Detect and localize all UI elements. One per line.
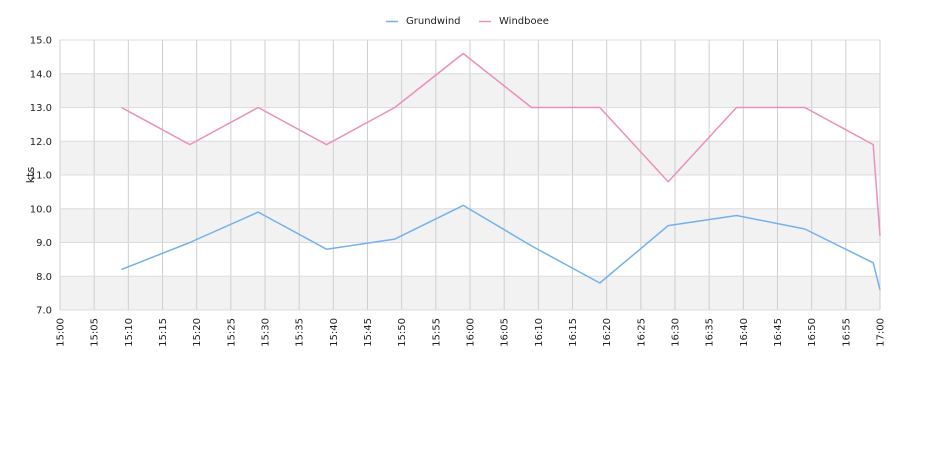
legend-label: Grundwind <box>406 16 461 27</box>
x-tick-label: 16:00 <box>466 318 477 347</box>
series-lines <box>121 52 881 290</box>
x-tick-label: 16:45 <box>773 318 784 347</box>
x-tick-label: 15:30 <box>261 318 272 347</box>
horizontal-gridlines <box>60 39 880 311</box>
series-line-windboee <box>121 52 881 236</box>
x-tick-label: 17:00 <box>876 318 887 347</box>
x-tick-label: 15:15 <box>158 318 169 347</box>
y-tick-label: 8.0 <box>36 272 52 283</box>
y-axis-title: kts <box>24 167 37 184</box>
legend[interactable]: Grundwind Windboee <box>386 16 549 27</box>
y-tick-label: 12.0 <box>30 137 52 148</box>
x-tick-label: 15:35 <box>295 318 306 347</box>
y-tick-label: 14.0 <box>30 69 52 80</box>
x-tick-label: 16:35 <box>705 318 716 347</box>
x-tick-label: 15:10 <box>124 318 135 347</box>
x-axis-ticks: 15:00 15:05 15:10 15:15 15:20 15:25 15:30 15:35… <box>56 318 887 347</box>
x-tick-label: 15:20 <box>192 318 203 347</box>
x-tick-label: 16:40 <box>739 318 750 347</box>
y-tick-label: 9.0 <box>36 238 52 249</box>
x-tick-label: 16:30 <box>671 318 682 347</box>
legend-label: Windboee <box>499 16 549 27</box>
x-tick-label: 15:05 <box>90 318 101 347</box>
legend-item-windboee[interactable]: Windboee <box>479 16 549 27</box>
x-tick-label: 15:50 <box>397 318 408 347</box>
x-tick-label: 16:05 <box>500 318 511 347</box>
y-tick-label: 7.0 <box>36 306 52 317</box>
y-axis-ticks: 7.0 8.0 9.0 10.0 11.0 12.0 13.0 14.0 15.0 <box>30 36 52 317</box>
x-tick-label: 16:20 <box>602 318 613 347</box>
x-tick-label: 16:50 <box>807 318 818 347</box>
y-tick-label: 10.0 <box>30 204 52 215</box>
x-tick-label: 16:15 <box>568 318 579 347</box>
y-tick-label: 15.0 <box>30 36 52 47</box>
y-tick-label: 11.0 <box>30 171 52 182</box>
series-line-grundwind <box>121 204 881 290</box>
x-tick-label: 15:25 <box>226 318 237 347</box>
x-tick-label: 16:55 <box>841 318 852 347</box>
y-tick-label: 13.0 <box>30 103 52 114</box>
x-tick-label: 15:55 <box>431 318 442 347</box>
x-tick-label: 16:10 <box>534 318 545 347</box>
x-tick-label: 16:25 <box>636 318 647 347</box>
x-tick-label: 15:00 <box>56 318 67 347</box>
x-tick-label: 15:45 <box>363 318 374 347</box>
x-tick-label: 15:40 <box>329 318 340 347</box>
legend-item-grundwind[interactable]: Grundwind <box>386 16 461 27</box>
